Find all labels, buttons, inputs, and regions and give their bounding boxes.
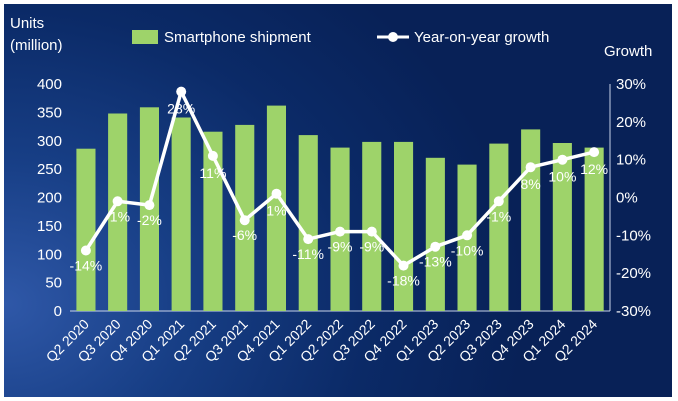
growth-point-16 bbox=[589, 147, 600, 158]
y-right-tick-2: -10% bbox=[616, 227, 651, 244]
y-right-tick-5: 20% bbox=[616, 114, 646, 131]
y-left-tick-8: 400 bbox=[37, 76, 62, 93]
y-left-tick-3: 150 bbox=[37, 218, 62, 235]
growth-label-2: -2% bbox=[137, 212, 162, 228]
legend-bar-label: Smartphone shipment bbox=[164, 29, 312, 46]
y-left-ticks: 0 50 100 150 200 250 300 350 400 bbox=[37, 76, 62, 320]
y-left-tick-4: 200 bbox=[37, 190, 62, 207]
bar-16 bbox=[584, 147, 604, 311]
y-left-tick-6: 300 bbox=[37, 133, 62, 150]
growth-point-1 bbox=[112, 196, 123, 207]
growth-label-10: -18% bbox=[387, 273, 420, 289]
y-right-tick-3: 0% bbox=[616, 190, 638, 207]
growth-label-0: -14% bbox=[70, 258, 103, 274]
growth-point-5 bbox=[239, 215, 250, 226]
bar-10 bbox=[394, 141, 414, 311]
growth-point-12 bbox=[462, 230, 473, 241]
growth-point-10 bbox=[398, 260, 409, 271]
growth-label-16: 12% bbox=[580, 161, 608, 177]
growth-label-6: 1% bbox=[266, 203, 286, 219]
growth-label-9: -9% bbox=[359, 239, 384, 255]
growth-label-7: -11% bbox=[292, 246, 324, 262]
y-right-tick-0: -30% bbox=[616, 303, 651, 320]
growth-point-11 bbox=[430, 241, 441, 252]
growth-label-4: 11% bbox=[199, 165, 226, 181]
y-left-tick-0: 0 bbox=[54, 303, 62, 320]
growth-label-8: -9% bbox=[328, 239, 353, 255]
y-left-label-line2: (million) bbox=[10, 37, 63, 54]
chart-frame: Smartphone shipment Year-on-year growth … bbox=[4, 4, 672, 397]
growth-label-1: -1% bbox=[105, 208, 130, 224]
growth-point-14 bbox=[525, 162, 536, 173]
growth-point-13 bbox=[493, 196, 504, 207]
growth-point-3 bbox=[176, 86, 187, 97]
bar-7 bbox=[298, 135, 318, 311]
growth-point-4 bbox=[207, 150, 218, 161]
growth-point-2 bbox=[144, 200, 155, 211]
growth-label-12: -10% bbox=[451, 242, 484, 258]
y-right-label: Growth bbox=[604, 43, 652, 60]
bar-1 bbox=[108, 113, 128, 311]
bars-group bbox=[76, 105, 604, 312]
y-left-tick-7: 350 bbox=[37, 104, 62, 121]
bar-0 bbox=[76, 148, 96, 311]
growth-point-9 bbox=[366, 226, 377, 237]
bar-13 bbox=[489, 143, 509, 311]
y-right-tick-6: 30% bbox=[616, 76, 646, 93]
growth-label-3: 28% bbox=[167, 101, 195, 117]
bar-3 bbox=[171, 117, 191, 311]
growth-label-11: -13% bbox=[419, 254, 452, 270]
growth-labels: -14%-1% -2%28%11%-6%1%-11% -9% -9%-18%-13%-… bbox=[70, 101, 609, 289]
bar-6 bbox=[266, 105, 286, 311]
growth-point-0 bbox=[80, 245, 91, 256]
y-right-tick-1: -20% bbox=[616, 265, 651, 282]
bar-4 bbox=[203, 131, 223, 311]
y-left-label-line1: Units bbox=[10, 15, 44, 32]
growth-label-14: 8% bbox=[520, 176, 540, 192]
bar-15 bbox=[552, 143, 572, 311]
growth-point-7 bbox=[303, 234, 314, 245]
legend-line-marker bbox=[388, 32, 398, 42]
y-left-tick-5: 250 bbox=[37, 161, 62, 178]
bar-9 bbox=[362, 141, 382, 311]
y-left-tick-1: 50 bbox=[45, 275, 62, 292]
legend: Smartphone shipment Year-on-year growth bbox=[132, 29, 549, 46]
growth-point-15 bbox=[557, 154, 568, 165]
bar-11 bbox=[425, 157, 445, 311]
growth-label-15: 10% bbox=[548, 169, 576, 185]
legend-bar-swatch bbox=[132, 30, 158, 44]
growth-line-group bbox=[80, 86, 600, 271]
growth-label-13: -1% bbox=[486, 208, 511, 224]
y-right-ticks: -30% -20% -10% 0% 10% 20% 30% bbox=[616, 76, 651, 320]
growth-point-8 bbox=[335, 226, 345, 237]
bar-14 bbox=[521, 129, 541, 311]
y-left-tick-2: 100 bbox=[37, 246, 62, 263]
legend-line-label: Year-on-year growth bbox=[414, 29, 549, 46]
y-right-tick-4: 10% bbox=[616, 152, 646, 169]
growth-label-5: -6% bbox=[232, 227, 257, 243]
combo-chart: Smartphone shipment Year-on-year growth … bbox=[10, 15, 652, 365]
growth-point-6 bbox=[271, 188, 282, 199]
